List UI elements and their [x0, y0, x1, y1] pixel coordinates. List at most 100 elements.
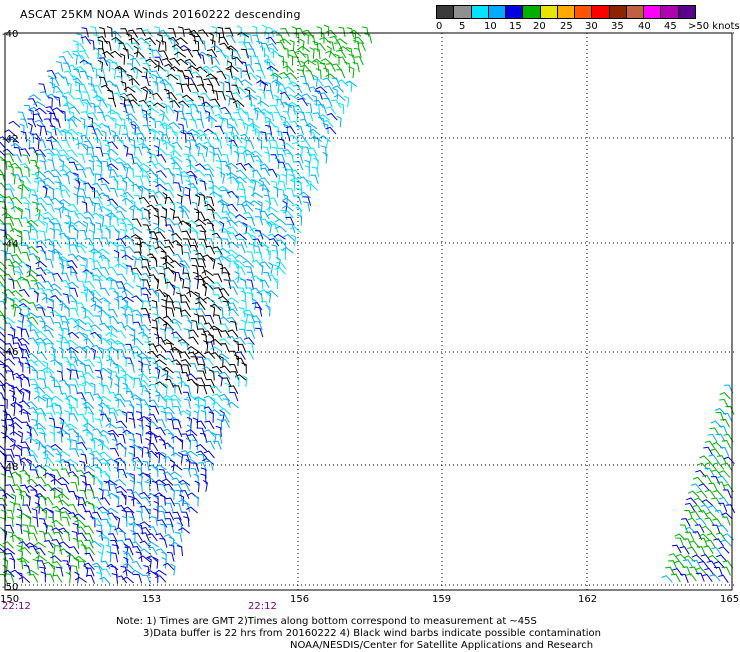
wind-barb: [146, 541, 159, 548]
wind-barb: [713, 462, 725, 470]
wind-barb: [16, 508, 23, 520]
wind-barb: [56, 61, 64, 72]
wind-barb: [19, 457, 32, 465]
wind-barb: [197, 278, 206, 289]
wind-barb: [138, 255, 151, 262]
wind-barb: [115, 365, 127, 374]
wind-barb: [157, 519, 168, 528]
wind-barb: [114, 205, 127, 213]
wind-barb: [5, 216, 15, 226]
wind-barb: [256, 291, 263, 303]
wind-barb: [228, 385, 239, 395]
wind-barb: [147, 47, 154, 59]
wind-barb: [705, 511, 717, 520]
wind-barb: [5, 552, 16, 562]
wind-barb: [73, 557, 80, 569]
wind-barb: [2, 148, 15, 157]
wind-barb: [4, 196, 15, 205]
wind-barb: [127, 29, 139, 38]
wind-barb: [196, 308, 206, 317]
wind-barb: [149, 153, 159, 163]
wind-barb: [70, 481, 79, 492]
wind-barb: [74, 318, 87, 326]
wind-barb: [16, 558, 24, 570]
wind-barb: [34, 502, 41, 514]
wind-barb: [275, 261, 287, 270]
wind-barb: [50, 169, 62, 178]
wind-barb: [44, 371, 55, 381]
wind-barb: [64, 410, 70, 422]
colorbar-segment: [678, 6, 695, 18]
wind-barb: [22, 530, 30, 541]
wind-barb: [58, 256, 71, 263]
wind-barb: [242, 111, 250, 122]
wind-barb: [115, 485, 128, 493]
wind-barb: [325, 50, 337, 58]
wind-barb: [10, 172, 16, 185]
wind-barb: [684, 526, 697, 535]
wind-barb: [120, 81, 127, 93]
wind-barb: [116, 295, 128, 304]
wind-barb: [237, 343, 247, 353]
wind-barb: [30, 469, 40, 479]
wind-barb: [20, 175, 32, 184]
wind-barb: [22, 447, 32, 457]
wind-barb: [66, 563, 72, 576]
wind-barb: [152, 172, 159, 185]
wind-barb: [114, 383, 120, 395]
wind-barb: [20, 441, 31, 450]
wind-barb: [161, 451, 167, 464]
wind-barb: [209, 191, 222, 198]
wind-barb: [189, 29, 201, 38]
wind-barb: [233, 340, 240, 352]
wind-barb: [152, 313, 160, 324]
wind-barb: [83, 101, 89, 114]
wind-barb: [54, 385, 63, 396]
wind-barb: [48, 516, 56, 527]
wind-barb: [158, 483, 168, 493]
wind-barb: [205, 314, 215, 324]
wind-barb: [722, 412, 733, 422]
wind-barb: [231, 134, 243, 144]
wind-barb: [289, 39, 295, 52]
wind-barb: [675, 553, 688, 562]
wind-barb: [116, 420, 128, 429]
wind-barb: [222, 131, 228, 143]
wind-barb: [281, 246, 294, 254]
wind-barb: [138, 383, 144, 396]
wind-barb: [135, 551, 143, 562]
wind-barb: [83, 288, 95, 297]
wind-barb: [148, 526, 158, 536]
wind-barb: [92, 518, 103, 527]
wind-barb: [211, 365, 223, 374]
wind-barb: [293, 195, 302, 205]
wind-barb: [135, 313, 143, 325]
wind-barb: [106, 550, 112, 563]
wind-barb: [135, 403, 143, 415]
wind-barb: [108, 433, 118, 443]
wind-barb: [123, 86, 136, 93]
wind-barb: [149, 433, 158, 443]
wind-barb: [122, 576, 134, 584]
wind-barb: [197, 152, 206, 163]
wind-barb: [160, 250, 168, 262]
wind-barb: [718, 497, 730, 506]
wind-barb: [43, 497, 54, 506]
wind-barb: [98, 451, 111, 459]
wind-barb: [148, 413, 158, 423]
wind-barb: [294, 93, 307, 101]
wind-barb: [262, 146, 270, 157]
wind-barb: [273, 264, 279, 276]
wind-barb: [115, 210, 126, 220]
wind-barb: [36, 124, 42, 136]
wind-barb: [99, 429, 112, 436]
wind-barb: [236, 244, 246, 254]
wind-barb: [252, 155, 263, 164]
wind-barb: [259, 108, 272, 116]
wind-barb: [99, 470, 111, 480]
wind-barb: [46, 130, 52, 143]
wind-barb: [217, 185, 230, 193]
note-line-1: Note: 1) Times are GMT 2)Times along bot…: [116, 616, 537, 627]
wind-barb: [43, 329, 54, 339]
wind-barb: [179, 294, 191, 303]
